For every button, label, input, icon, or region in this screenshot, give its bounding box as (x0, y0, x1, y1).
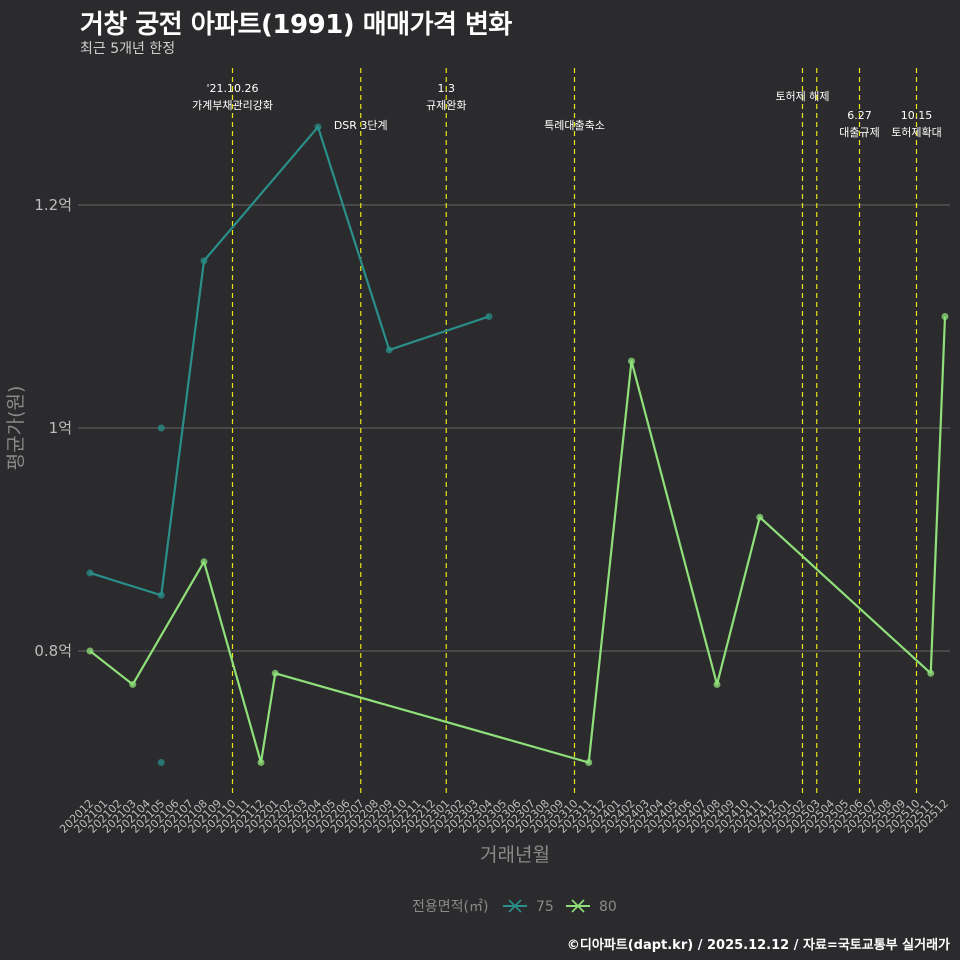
data-point-80 (271, 669, 279, 677)
event-label: 1.3 (438, 82, 456, 95)
data-point-75 (157, 424, 165, 432)
data-point-80 (585, 759, 593, 766)
event-label: 토허제확대 (891, 126, 942, 139)
legend-key-cross (508, 899, 522, 913)
data-point-80 (927, 669, 935, 677)
y-tick-label: 0.8억 (34, 642, 72, 660)
legend-title: 전용면적(㎡) (412, 899, 488, 915)
event-label: 6.27 (847, 109, 872, 122)
data-point-80 (129, 680, 137, 688)
source-caption: ©디아파트(dapt.kr) / 2025.12.12 / 자료=국토교통부 실… (566, 938, 950, 953)
event-label: 규제완화 (426, 99, 466, 112)
x-axis: 2020122021012021022021032021042021052021… (57, 797, 951, 836)
event-label: 10.15 (901, 109, 933, 122)
y-axis: 0.8억 1억 1.2억 (34, 196, 72, 660)
data-point-75 (157, 591, 165, 599)
data-point-75 (385, 346, 393, 354)
data-point-80 (756, 513, 764, 521)
data-point-80 (86, 647, 94, 655)
data-point-80 (257, 759, 265, 766)
event-label: 대출규제 (839, 126, 879, 139)
data-point-80 (713, 680, 721, 688)
event-label: 특례대출축소 (544, 119, 605, 132)
legend-key-cross (571, 899, 585, 913)
data-point-75 (86, 569, 94, 577)
series-layer (86, 123, 949, 766)
y-tick-label: 1.2억 (34, 196, 72, 214)
chart-subtitle: 최근 5개년 한정 (80, 41, 176, 57)
data-point-75 (157, 759, 165, 766)
grid-layer (78, 204, 950, 652)
legend-label: 80 (599, 899, 617, 915)
x-axis-title: 거래년월 (480, 844, 550, 866)
data-point-80 (200, 558, 208, 566)
y-tick-label: 1억 (49, 419, 72, 437)
y-axis-title: 평균가(원) (5, 386, 27, 471)
data-point-75 (200, 257, 208, 265)
event-label: DSR 3단계 (334, 119, 388, 132)
event-label: 토허제 해제 (775, 89, 829, 103)
data-point-75 (485, 313, 493, 320)
data-point-80 (628, 357, 635, 365)
series-line-75 (89, 125, 490, 597)
chart-title: 거창 궁전 아파트(1991) 매매가격 변화 (80, 10, 512, 40)
data-point-75 (314, 123, 322, 131)
data-point-80 (941, 313, 949, 320)
legend: 전용면적(㎡) 75 80 (412, 899, 617, 915)
legend-label: 75 (536, 899, 554, 915)
event-label: '21.10.26 (206, 82, 258, 95)
event-label: 가계부채관리강화 (192, 99, 273, 112)
